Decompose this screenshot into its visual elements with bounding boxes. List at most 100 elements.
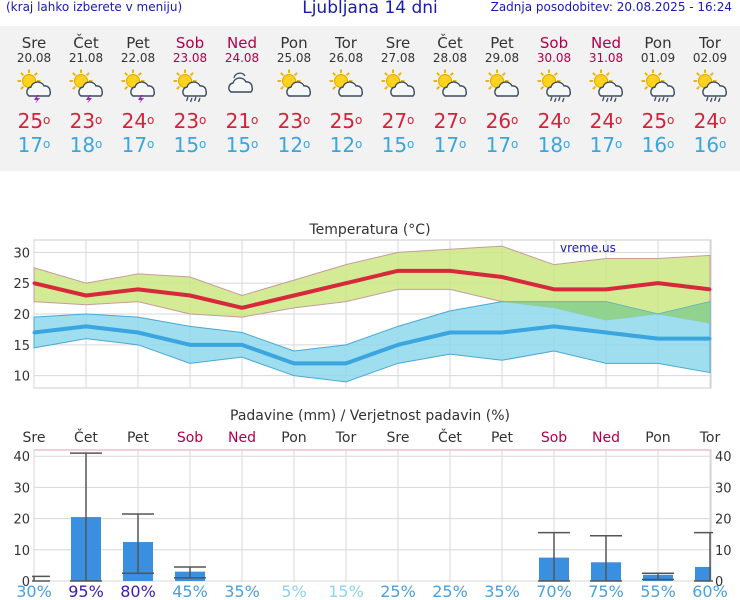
x-tick-label: Čet (438, 428, 462, 446)
day-name: Pon (280, 34, 308, 52)
sun-cloud-rain-icon (684, 69, 736, 103)
sun-cloud-rain-icon (528, 69, 580, 103)
day-date: 21.08 (68, 51, 104, 65)
x-tick-label: Sob (541, 430, 567, 446)
day-name: Čet (73, 34, 99, 52)
min-temperature-line-point (552, 324, 556, 328)
day-name: Tor (699, 34, 721, 52)
min-temperature-line-point (136, 331, 140, 334)
min-temperature: 17o (433, 133, 467, 157)
max-temperature: 25o (17, 109, 51, 133)
day-name: Ned (591, 34, 621, 52)
min-temperature-line-point (32, 331, 36, 334)
precipitation-error-bar (694, 531, 713, 582)
temperature-chart: 10 15 20 25 30 Temperatura (°C) vreme.us (13, 222, 712, 389)
sun-cloud-rain-icon (164, 69, 216, 103)
max-temperature: 21o (225, 109, 259, 133)
temperature-chart-title: Temperatura (°C) (308, 222, 430, 238)
min-temperature-line-point (604, 331, 608, 334)
sun-cloud-icon (424, 69, 476, 103)
max-temperature: 24o (693, 109, 727, 133)
day-date: 01.09 (640, 51, 676, 65)
max-temperature-line-point (292, 294, 296, 297)
y-tick-label-left: 40 (13, 450, 30, 465)
sun-cloud-lightning-icon (112, 69, 164, 103)
page-title: Ljubljana 14 dni (302, 0, 438, 18)
day-column: Ned 24.08 21o 15o (216, 26, 268, 158)
min-temperature: 18o (69, 133, 103, 157)
day-column: Tor 02.09 24o 16o (684, 26, 736, 158)
y-tick-label-right: 20 (715, 513, 732, 528)
x-tick-label: Pon (645, 430, 670, 446)
x-tick-label: Tor (699, 430, 721, 446)
min-temperature-line-point (656, 337, 660, 341)
precipitation-probability: 30% (16, 582, 52, 600)
day-column: Pet 29.08 26o 17o (476, 26, 528, 158)
band-overlap (502, 301, 710, 324)
x-tick-label: Ned (592, 430, 620, 446)
x-tick-label: Sre (23, 430, 46, 446)
cloud-icon (216, 69, 268, 103)
min-temperature: 15o (225, 133, 259, 157)
day-date: 27.08 (380, 51, 416, 65)
day-date: 26.08 (328, 51, 364, 65)
precipitation-probability: 25% (432, 582, 468, 600)
y-tick-label: 20 (13, 308, 30, 323)
day-date: 20.08 (16, 51, 52, 65)
y-tick-label-left: 10 (13, 544, 30, 559)
precipitation-probability: 35% (224, 582, 260, 600)
y-tick-label-right: 0 (715, 575, 723, 590)
day-date: 31.08 (588, 51, 624, 65)
precipitation-probability: 15% (328, 582, 364, 600)
y-tick-label-left: 0 (22, 575, 30, 590)
precipitation-probability: 45% (172, 582, 208, 600)
day-date: 30.08 (536, 51, 572, 65)
day-column: Sob 30.08 24o 18o (528, 26, 580, 158)
max-temperature-line-point (32, 281, 36, 285)
precipitation-probability: 5% (281, 582, 306, 600)
y-tick-label: 30 (13, 246, 30, 261)
max-temperature: 23o (173, 109, 207, 133)
precipitation-error-bar (70, 452, 102, 582)
day-name: Sob (175, 34, 205, 52)
max-temperature: 24o (121, 109, 155, 133)
min-temperature: 17o (17, 133, 51, 157)
max-temperature-line-point (500, 275, 504, 279)
day-name: Sre (21, 34, 47, 52)
sun-cloud-icon (476, 69, 528, 103)
day-date: 22.08 (120, 51, 156, 65)
x-tick-label: Tor (335, 430, 357, 446)
min-temperature: 16o (693, 133, 727, 157)
precipitation-probability: 75% (588, 582, 624, 600)
max-temperature: 24o (589, 109, 623, 133)
x-tick-label: Čet (74, 428, 98, 446)
day-column: Tor 26.08 25o 12o (320, 26, 372, 158)
x-tick-label: Pon (281, 430, 306, 446)
daily-forecast-strip: Sre 20.08 25o 17o Čet 21.08 23o 18o Pet 22.08 24o 1… (0, 26, 740, 171)
y-tick-label: 25 (13, 277, 30, 292)
min-temperature: 17o (485, 133, 519, 157)
min-temperature-line-point (292, 361, 296, 365)
menu-hint[interactable]: (kraj lahko izberete v meniju) (6, 0, 183, 14)
day-column: Sre 20.08 25o 17o (8, 26, 60, 158)
max-temperature-line (33, 268, 711, 310)
day-date: 02.09 (692, 51, 728, 65)
x-tick-label: Sob (177, 430, 203, 446)
max-temperature-line-point (708, 287, 712, 291)
precipitation-probability: 95% (68, 582, 104, 600)
min-temperature: 15o (173, 133, 207, 157)
min-temperature-line-point (344, 361, 348, 365)
day-date: 25.08 (276, 51, 312, 65)
max-temperature: 25o (641, 109, 675, 133)
max-temperature-line-point (448, 269, 452, 273)
min-temperature: 12o (329, 133, 363, 157)
min-temperature-line-point (448, 331, 452, 334)
sun-cloud-icon (268, 69, 320, 103)
y-tick-label: 10 (13, 370, 30, 385)
sun-cloud-icon (372, 69, 424, 103)
day-date: 23.08 (172, 51, 208, 65)
precipitation-error-bar (174, 566, 206, 579)
day-column: Ned 31.08 24o 17o (580, 26, 632, 158)
sun-cloud-rain-icon (632, 69, 684, 103)
min-temperature-line-point (188, 343, 192, 347)
